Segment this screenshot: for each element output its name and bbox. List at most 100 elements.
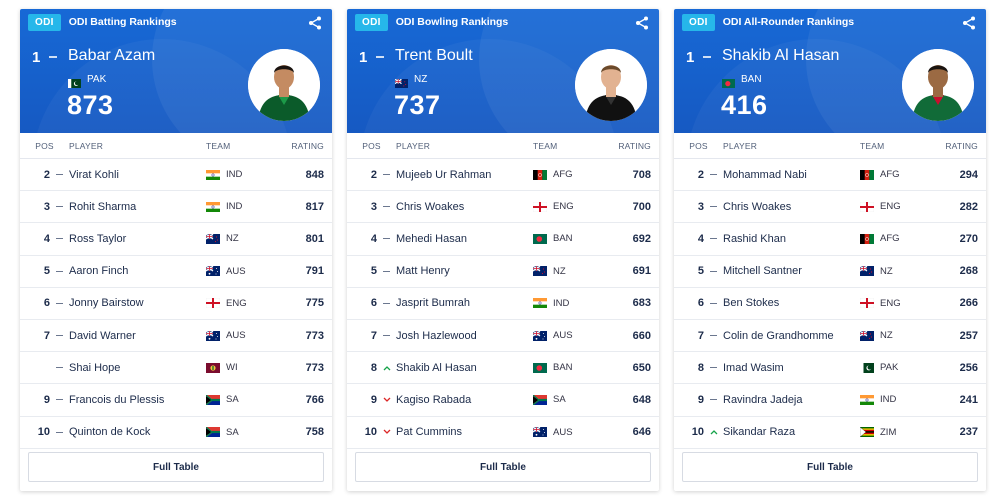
team-flag-icon bbox=[206, 266, 220, 277]
table-row[interactable]: 5 Matt Henry NZ 691 bbox=[347, 256, 659, 288]
table-row[interactable]: 6 Jasprit Bumrah IND 683 bbox=[347, 288, 659, 320]
full-table-button[interactable]: Full Table bbox=[682, 452, 978, 482]
row-player-name[interactable]: Ben Stokes bbox=[723, 297, 780, 310]
header-rating: RATING bbox=[945, 140, 978, 151]
no-change-icon bbox=[56, 335, 63, 337]
row-player-name[interactable]: Shakib Al Hasan bbox=[396, 361, 477, 374]
table-row[interactable]: 10 Sikandar Raza ZIM 237 bbox=[674, 417, 986, 449]
table-row[interactable]: 10 Pat Cummins AUS 646 bbox=[347, 417, 659, 449]
row-player-name[interactable]: Mehedi Hasan bbox=[396, 232, 467, 245]
row-player-name[interactable]: Jasprit Bumrah bbox=[396, 297, 470, 310]
row-team-code: IND bbox=[226, 169, 243, 181]
row-position: 3 bbox=[370, 200, 377, 213]
table-row[interactable]: 8 Shakib Al Hasan BAN 650 bbox=[347, 352, 659, 385]
row-player-name[interactable]: Mitchell Santner bbox=[723, 265, 802, 278]
leader-name[interactable]: Shakib Al Hasan bbox=[722, 47, 840, 64]
table-row[interactable]: 2 Mohammad Nabi AFG 294 bbox=[674, 159, 986, 192]
row-player-name[interactable]: Josh Hazlewood bbox=[396, 329, 477, 342]
row-player-name[interactable]: Sikandar Raza bbox=[723, 426, 796, 439]
table-row[interactable]: 3 Rohit Sharma IND 817 bbox=[20, 191, 332, 224]
row-player-name[interactable]: Mujeeb Ur Rahman bbox=[396, 168, 492, 181]
row-team-code: AUS bbox=[553, 330, 573, 342]
row-player-name[interactable]: Shai Hope bbox=[69, 361, 121, 374]
row-team-code: SA bbox=[226, 394, 239, 406]
row-team: AFG bbox=[533, 169, 613, 180]
row-player-name[interactable]: Colin de Grandhomme bbox=[723, 329, 834, 342]
row-player-name[interactable]: Aaron Finch bbox=[69, 265, 129, 278]
leader-team: NZ bbox=[414, 74, 428, 85]
table-row[interactable]: 7 Josh Hazlewood AUS 660 bbox=[347, 320, 659, 353]
leader-rating: 737 bbox=[394, 90, 441, 120]
share-icon[interactable] bbox=[962, 16, 976, 30]
row-player-name[interactable]: Mohammad Nabi bbox=[723, 168, 807, 181]
full-table-button[interactable]: Full Table bbox=[28, 452, 324, 482]
team-flag-icon bbox=[206, 298, 220, 309]
row-team-code: NZ bbox=[553, 265, 566, 277]
row-player-name[interactable]: Pat Cummins bbox=[396, 426, 463, 439]
table-row[interactable]: 7 David Warner AUS 773 bbox=[20, 320, 332, 353]
table-row[interactable]: 9 Francois du Plessis SA 766 bbox=[20, 384, 332, 417]
table-row[interactable]: 5 Aaron Finch AUS 791 bbox=[20, 256, 332, 288]
row-rating: 660 bbox=[632, 329, 651, 342]
table-row[interactable]: 2 Virat Kohli IND 848 bbox=[20, 159, 332, 192]
table-row[interactable]: 4 Rashid Khan AFG 270 bbox=[674, 223, 986, 256]
row-player-name[interactable]: Rashid Khan bbox=[723, 232, 786, 245]
row-player-name[interactable]: Francois du Plessis bbox=[69, 393, 165, 406]
share-icon[interactable] bbox=[308, 16, 322, 30]
row-player-name[interactable]: Kagiso Rabada bbox=[396, 393, 472, 406]
row-player-name[interactable]: Rohit Sharma bbox=[69, 200, 137, 213]
leader-name[interactable]: Trent Boult bbox=[395, 47, 473, 64]
row-position: 5 bbox=[370, 265, 377, 278]
no-change-icon bbox=[710, 399, 717, 401]
share-icon[interactable] bbox=[635, 16, 649, 30]
format-badge: ODI bbox=[682, 13, 715, 31]
row-team: SA bbox=[206, 427, 286, 438]
table-row[interactable]: 9 Kagiso Rabada SA 648 bbox=[347, 384, 659, 417]
team-flag-icon bbox=[533, 266, 547, 277]
table-row[interactable]: 8 Imad Wasim PAK 256 bbox=[674, 352, 986, 385]
table-row[interactable]: 6 Jonny Bairstow ENG 775 bbox=[20, 288, 332, 320]
table-row[interactable]: 2 Mujeeb Ur Rahman AFG 708 bbox=[347, 159, 659, 192]
row-player-name[interactable]: Chris Woakes bbox=[723, 200, 792, 213]
row-player-name[interactable]: Virat Kohli bbox=[69, 168, 119, 181]
leader-hero: ODI ODI Bowling Rankings 1 Trent Boult NZ 737 bbox=[347, 9, 659, 133]
table-row[interactable]: 3 Chris Woakes ENG 700 bbox=[347, 191, 659, 224]
movement-indicator bbox=[50, 174, 69, 176]
row-rating: 692 bbox=[632, 232, 651, 245]
no-change-icon bbox=[383, 335, 390, 337]
row-team-code: IND bbox=[553, 297, 570, 309]
table-row[interactable]: 4 Mehedi Hasan BAN 692 bbox=[347, 223, 659, 256]
row-position: 7 bbox=[370, 329, 377, 342]
row-rating: 266 bbox=[959, 297, 978, 310]
row-player-name[interactable]: Matt Henry bbox=[396, 265, 450, 278]
table-row[interactable]: 10 Quinton de Kock SA 758 bbox=[20, 417, 332, 449]
leader-rank: 1 bbox=[32, 49, 41, 66]
row-position: 10 bbox=[691, 426, 704, 439]
full-table-button[interactable]: Full Table bbox=[355, 452, 651, 482]
row-rating: 773 bbox=[305, 361, 324, 374]
row-player-name[interactable]: David Warner bbox=[69, 329, 136, 342]
table-row[interactable]: 6 Ben Stokes ENG 266 bbox=[674, 288, 986, 320]
row-team-code: PAK bbox=[880, 362, 899, 374]
table-row[interactable]: 5 Mitchell Santner NZ 268 bbox=[674, 256, 986, 288]
row-team: NZ bbox=[860, 266, 940, 277]
row-rating: 270 bbox=[959, 232, 978, 245]
table-row[interactable]: 9 Ravindra Jadeja IND 241 bbox=[674, 384, 986, 417]
leader-name[interactable]: Babar Azam bbox=[68, 47, 156, 64]
row-player-name[interactable]: Chris Woakes bbox=[396, 200, 465, 213]
row-player-name[interactable]: Jonny Bairstow bbox=[69, 297, 144, 310]
row-player-name[interactable]: Imad Wasim bbox=[723, 361, 784, 374]
row-player-name[interactable]: Quinton de Kock bbox=[69, 426, 151, 439]
moved-down-icon bbox=[383, 429, 390, 435]
movement-indicator bbox=[50, 335, 69, 337]
table-row[interactable]: 7 Colin de Grandhomme NZ 257 bbox=[674, 320, 986, 353]
row-position: 10 bbox=[364, 426, 377, 439]
row-player-name[interactable]: Ross Taylor bbox=[69, 232, 127, 245]
table-row[interactable]: 4 Ross Taylor NZ 801 bbox=[20, 223, 332, 256]
leader-rank: 1 bbox=[686, 49, 695, 66]
row-rating: 791 bbox=[305, 265, 324, 278]
row-position: 3 bbox=[43, 200, 50, 213]
table-row[interactable]: Shai Hope WI 773 bbox=[20, 352, 332, 385]
table-row[interactable]: 3 Chris Woakes ENG 282 bbox=[674, 191, 986, 224]
row-player-name[interactable]: Ravindra Jadeja bbox=[723, 393, 803, 406]
